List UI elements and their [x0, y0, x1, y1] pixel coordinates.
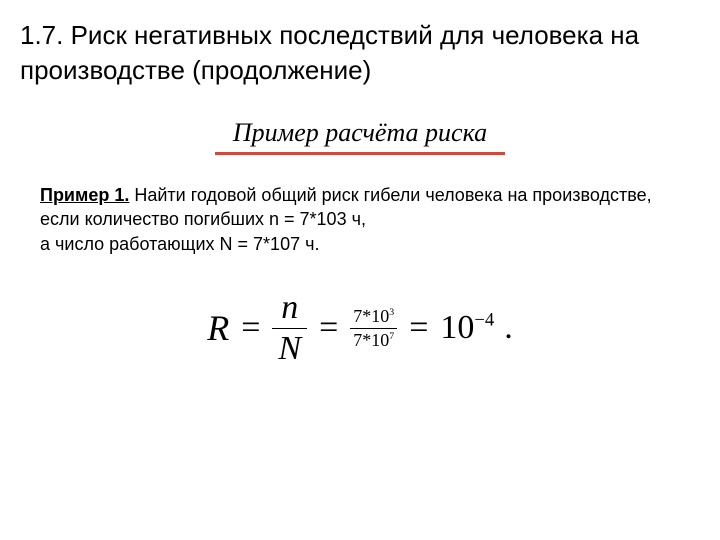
formula-result: 10−4: [440, 309, 494, 347]
subtitle-container: Пример расчёта риска: [20, 118, 700, 155]
formula-period: .: [504, 309, 513, 347]
frac2-den-base: 7*10: [353, 330, 389, 350]
example-text-line2: а число работающих N = 7*107 ч.: [40, 234, 319, 254]
formula-eq-1: =: [239, 309, 262, 347]
subtitle: Пример расчёта риска: [215, 118, 505, 155]
frac2-denominator: 7*107: [350, 328, 397, 350]
formula-fraction-2: 7*103 7*107: [350, 307, 397, 350]
result-exp: −4: [474, 310, 494, 331]
formula-eq-2: =: [317, 309, 340, 347]
frac2-numerator: 7*103: [350, 307, 397, 328]
frac2-den-exp: 7: [389, 331, 394, 342]
example-label: Пример 1.: [40, 185, 129, 205]
example-text-line1: Найти годовой общий риск гибели человека…: [40, 185, 652, 229]
formula-eq-3: =: [407, 309, 430, 347]
formula: R = n N = 7*103 7*107 = 10−4 .: [20, 290, 700, 366]
frac2-num-exp: 3: [389, 307, 394, 318]
frac1-denominator: N: [272, 328, 307, 367]
formula-fraction-1: n N: [272, 290, 307, 366]
frac1-numerator: n: [275, 290, 304, 328]
example-body: Пример 1. Найти годовой общий риск гибел…: [40, 183, 680, 256]
frac2-num-base: 7*10: [353, 306, 389, 326]
formula-lhs: R: [207, 307, 229, 349]
slide-title: 1.7. Риск негативных последствий для чел…: [20, 18, 700, 88]
result-base: 10: [440, 309, 474, 346]
